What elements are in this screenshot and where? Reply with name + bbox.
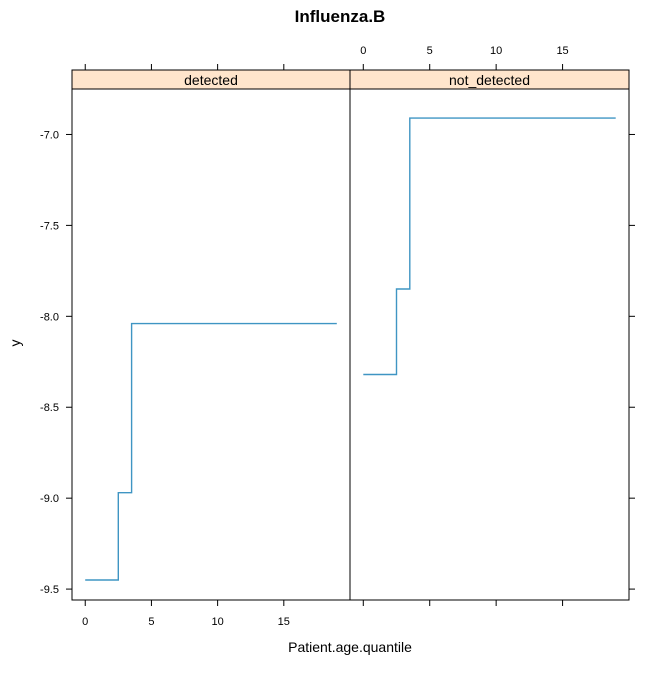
x-tick-label-top: 15 — [556, 45, 568, 57]
panel-frame-not_detected — [349, 88, 630, 601]
panel-frame-detected — [71, 88, 351, 601]
x-tick-label-top: 5 — [427, 45, 433, 57]
x-tick-label-top: 10 — [490, 45, 502, 57]
x-tick-label-bottom: 0 — [82, 616, 88, 628]
y-axis-title: y — [7, 340, 23, 347]
x-axis-title: Patient.age.quantile — [288, 639, 412, 655]
x-tick-label-bottom: 10 — [211, 616, 223, 628]
y-tick-label: -9.0 — [40, 493, 59, 505]
y-tick-label: -7.5 — [40, 220, 59, 232]
x-tick-label-top: 0 — [360, 45, 366, 57]
strip-label-detected: detected — [184, 72, 238, 88]
series-line-not_detected-0 — [363, 117, 616, 376]
y-tick-label: -8.5 — [40, 402, 59, 414]
chart-title: Influenza.B — [295, 7, 386, 26]
series-line-detected-0 — [85, 322, 337, 581]
plot-area: detected not_detected -7.0 -7.5 -8.0 -8.5 -9.0… — [40, 45, 635, 628]
y-tick-label: -8.0 — [40, 311, 59, 323]
x-tick-label-bottom: 5 — [148, 616, 154, 628]
x-tick-label-bottom: 15 — [278, 616, 290, 628]
y-tick-label: -7.0 — [40, 129, 59, 141]
strip-label-not_detected: not_detected — [449, 72, 530, 88]
y-tick-label: -9.5 — [40, 584, 59, 596]
